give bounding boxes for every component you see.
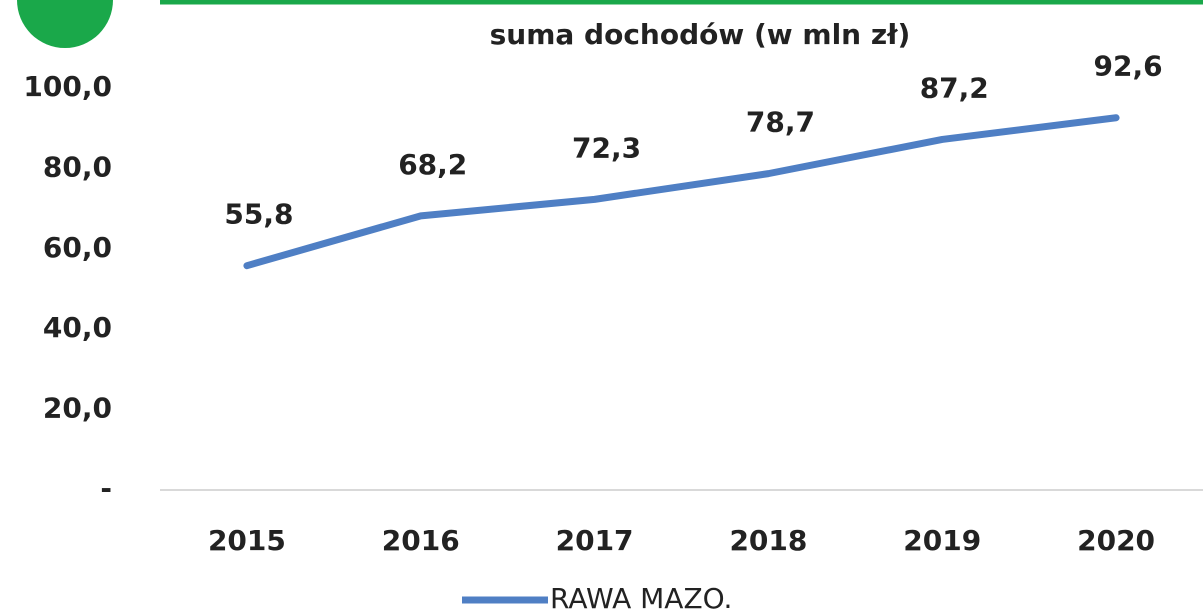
data-line [243, 114, 1120, 270]
x-tick-label: 2020 [1077, 524, 1155, 557]
data-label: 78,7 [746, 106, 815, 139]
data-label: 87,2 [920, 71, 989, 104]
data-label: 72,3 [572, 131, 641, 164]
x-tick-label: 2016 [382, 524, 460, 557]
data-label: 55,8 [224, 198, 293, 231]
legend-label: RAWA MAZO. [550, 582, 732, 613]
decor-circle [17, 0, 113, 48]
y-tick-label: 100,0 [23, 70, 112, 103]
x-tick-label: 2017 [556, 524, 634, 557]
y-tick-label: 80,0 [43, 150, 112, 183]
x-tick-label: 2019 [903, 524, 981, 557]
x-tick-label: 2018 [729, 524, 807, 557]
y-tick-label: - [100, 472, 112, 505]
data-label: 92,6 [1094, 50, 1163, 83]
chart-title: suma dochodów (w mln zł) [490, 18, 911, 51]
y-tick-label: 20,0 [43, 392, 112, 425]
data-label: 68,2 [398, 148, 467, 181]
x-tick-label: 2015 [208, 524, 286, 557]
y-tick-label: 40,0 [43, 311, 112, 344]
y-tick-label: 60,0 [43, 231, 112, 264]
